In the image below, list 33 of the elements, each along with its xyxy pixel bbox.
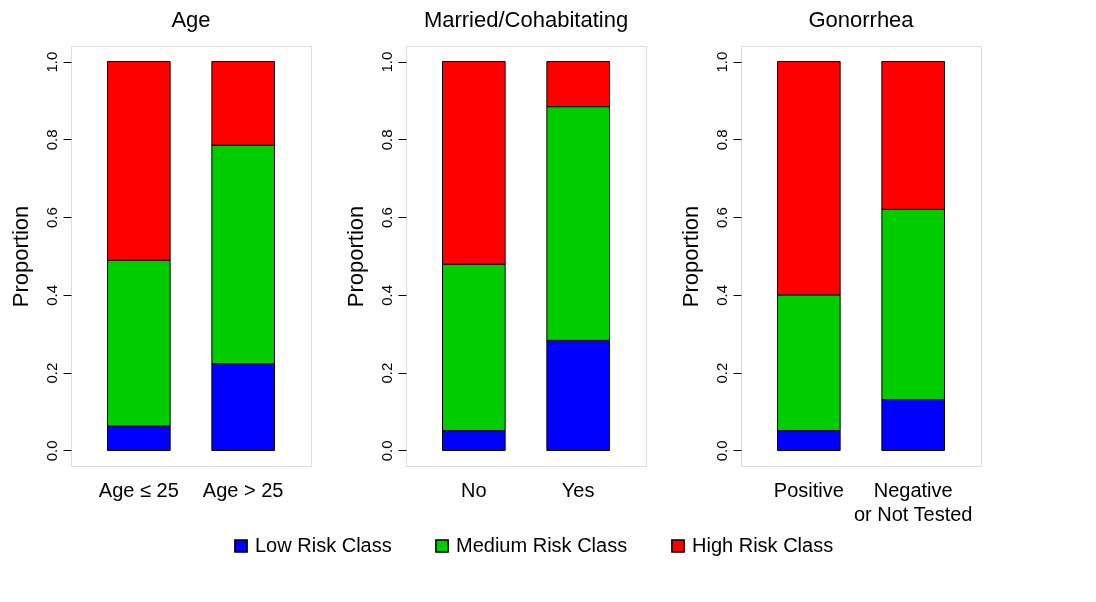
- y-tick-label: 0.0: [377, 440, 395, 462]
- legend-label: High Risk Class: [692, 534, 834, 556]
- y-axis-title: Proportion: [677, 205, 703, 308]
- y-tick-label: 0.4: [712, 284, 730, 306]
- x-tick-label: Negative or Not Tested: [853, 478, 973, 525]
- x-tick-label: Age > 25: [202, 478, 284, 501]
- y-tick-label: 0.2: [712, 362, 730, 384]
- y-tick-label: 0.0: [42, 440, 60, 462]
- legend-label: Low Risk Class: [255, 534, 392, 556]
- y-tick-label: 1.0: [42, 51, 60, 73]
- y-tick-label: 0.4: [377, 284, 395, 306]
- y-tick-label: 0.8: [42, 129, 60, 151]
- y-tick-label: 0.6: [712, 207, 730, 229]
- y-tick-label: 0.0: [712, 440, 730, 462]
- y-tick-label: 0.2: [377, 362, 395, 384]
- chart-title: Age: [171, 7, 211, 32]
- x-tick-label: Positive: [773, 478, 844, 501]
- y-axis-title: Proportion: [342, 205, 368, 308]
- chart-title: Married/Cohabitating: [423, 7, 629, 32]
- legend-label: Medium Risk Class: [456, 534, 628, 556]
- chart-title: Gonorrhea: [808, 7, 915, 32]
- x-tick-label: Age ≤ 25: [98, 478, 179, 501]
- y-tick-label: 0.8: [377, 129, 395, 151]
- x-tick-label: Yes: [561, 478, 595, 501]
- y-tick-label: 1.0: [377, 51, 395, 73]
- y-tick-label: 0.4: [42, 284, 60, 306]
- x-tick-label: No: [461, 478, 487, 501]
- y-tick-label: 0.8: [712, 129, 730, 151]
- y-axis-title: Proportion: [7, 205, 33, 308]
- y-tick-label: 0.6: [377, 207, 395, 229]
- y-tick-label: 0.2: [42, 362, 60, 384]
- y-tick-label: 0.6: [42, 207, 60, 229]
- y-tick-label: 1.0: [712, 51, 730, 73]
